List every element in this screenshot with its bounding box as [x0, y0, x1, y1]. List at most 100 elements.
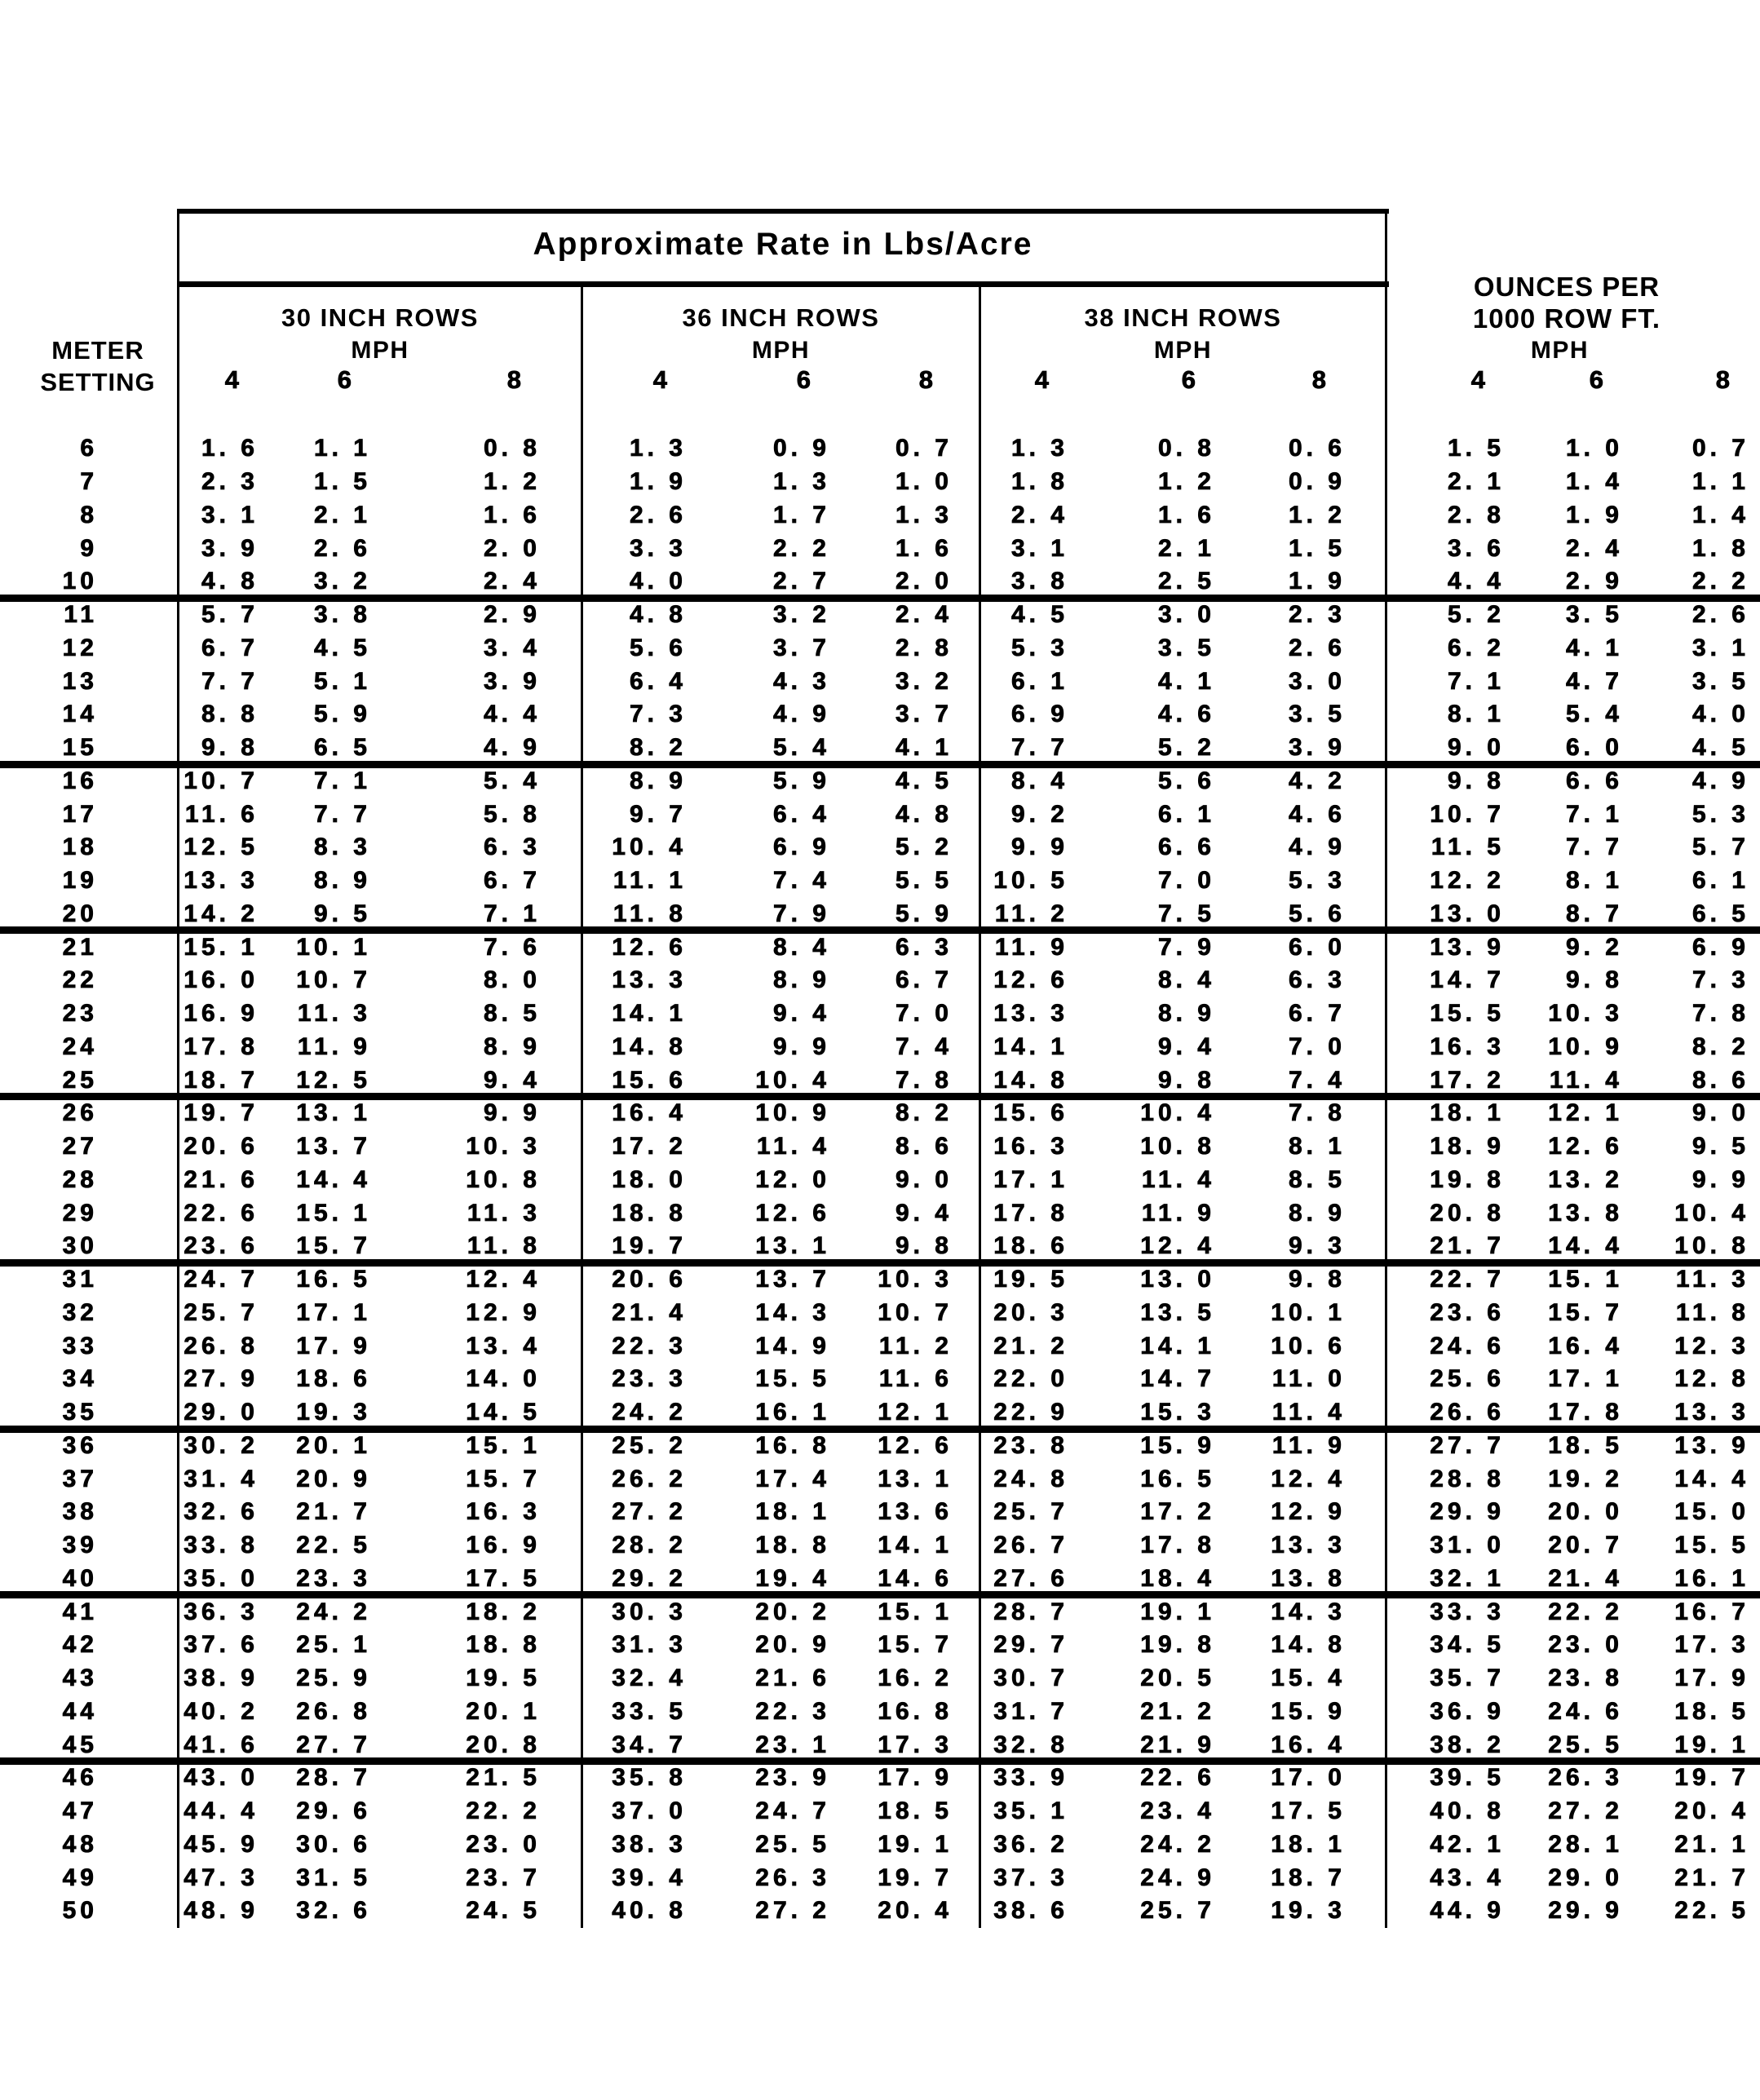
rate-cell: 5. 6 [1157, 767, 1215, 794]
rate-cell: 22. 0 [993, 1365, 1068, 1393]
rate-cell: 3. 8 [1010, 568, 1068, 595]
rate-cell: 31. 7 [993, 1697, 1068, 1725]
rate-cell: 11. 5 [1431, 833, 1505, 861]
rate-cell: 17. 3 [878, 1731, 953, 1758]
rate-cell: 3. 7 [895, 701, 953, 728]
meter-setting-cell: 23 [62, 1000, 98, 1028]
rate-cell: 1. 9 [1288, 568, 1346, 595]
rate-cell: 7. 8 [1288, 1099, 1346, 1127]
rate-cell: 0. 8 [483, 435, 541, 462]
table-row: 32 25. 7 17. 1 12. 9 21. 4 14. 3 10. 7 20. 3 13.… [0, 1297, 1760, 1330]
rate-cell: 3. 2 [895, 667, 953, 695]
thick-separator-line [0, 760, 1760, 768]
meter-setting-cell: 37 [62, 1465, 98, 1492]
table-row: 9 3. 9 2. 6 2. 0 3. 3 2. 2 1. 6 3. 1 2. 1 1. 5 3. … [0, 532, 1760, 565]
rate-cell: 2. 2 [1691, 568, 1749, 595]
rate-cell: 8. 5 [483, 1000, 541, 1028]
rate-cell: 2. 0 [895, 568, 953, 595]
thick-separator-line [0, 1093, 1760, 1100]
rate-cell: 24. 2 [296, 1598, 371, 1625]
rate-cell: 10. 1 [296, 933, 371, 961]
rate-cell: 9. 8 [1447, 767, 1505, 794]
meter-setting-cell: 26 [62, 1099, 98, 1127]
rate-cell: 14. 1 [878, 1532, 953, 1559]
rate-cell: 30. 6 [296, 1830, 371, 1858]
rate-cell: 6. 5 [1691, 900, 1749, 927]
rate-cell: 7. 5 [1157, 900, 1215, 927]
table-title: Approximate Rate in Lbs/Acre [533, 227, 1033, 262]
rate-cell: 26. 8 [296, 1697, 371, 1725]
rate-cell: 8. 9 [313, 867, 371, 895]
speed-header-6-mph: 6 [1589, 365, 1605, 395]
rate-cell: 32. 1 [1430, 1564, 1505, 1592]
rate-cell: 23. 7 [466, 1863, 541, 1891]
rate-cell: 7. 3 [1691, 966, 1749, 994]
rate-cell: 2. 4 [1565, 534, 1623, 562]
rate-cell: 29. 9 [1548, 1897, 1623, 1925]
thick-separator-line [0, 926, 1760, 935]
rate-cell: 26. 6 [1430, 1399, 1505, 1426]
rate-cell: 10. 4 [612, 833, 687, 861]
rate-cell: 36. 9 [1430, 1697, 1505, 1725]
rate-cell: 25. 7 [1140, 1897, 1215, 1925]
meter-setting-cell: 35 [62, 1399, 98, 1426]
rate-cell: 14. 4 [1548, 1232, 1623, 1260]
table-row: 34 27. 9 18. 6 14. 0 23. 3 15. 5 11. 6 22. 0 14.… [0, 1363, 1760, 1396]
rate-cell: 18. 0 [612, 1165, 687, 1193]
rate-cell: 11. 9 [994, 933, 1068, 961]
rate-cell: 48. 9 [184, 1897, 259, 1925]
rate-cell: 24. 2 [1140, 1830, 1215, 1858]
rate-cell: 13. 4 [466, 1332, 541, 1359]
rate-cell: 5. 6 [1288, 900, 1346, 927]
meter-setting-cell: 46 [62, 1764, 98, 1792]
rate-cell: 4. 8 [201, 568, 259, 595]
table-row: 38 32. 6 21. 7 16. 3 27. 2 18. 1 13. 6 25. 7 17.… [0, 1496, 1760, 1529]
rate-cell: 9. 4 [1157, 1032, 1215, 1060]
rate-cell: 4. 9 [1691, 767, 1749, 794]
rate-cell: 8. 4 [1010, 767, 1068, 794]
rate-cell: 40. 8 [612, 1897, 687, 1925]
rate-cell: 14. 8 [612, 1032, 687, 1060]
rate-cell: 9. 3 [1288, 1232, 1346, 1260]
rate-cell: 22. 7 [1430, 1266, 1505, 1293]
rate-cell: 17. 5 [1271, 1797, 1346, 1825]
rate-cell: 4. 8 [895, 800, 953, 828]
rate-cell: 8. 3 [313, 833, 371, 861]
rate-cell: 8. 9 [772, 966, 830, 994]
rate-cell: 7. 9 [1157, 933, 1215, 961]
rate-cell: 9. 5 [313, 900, 371, 927]
rate-cell: 11. 1 [612, 867, 687, 895]
rate-cell: 16. 1 [1674, 1564, 1749, 1592]
meter-setting-cell: 22 [62, 966, 98, 994]
rate-cell: 10. 8 [1674, 1232, 1749, 1260]
rate-cell: 7. 6 [483, 933, 541, 961]
rate-cell: 12. 6 [993, 966, 1068, 994]
rate-cell: 15. 1 [466, 1431, 541, 1459]
rate-cell: 7. 1 [483, 900, 541, 927]
meter-setting-cell: 29 [62, 1199, 98, 1227]
rate-cell: 9. 0 [1447, 734, 1505, 762]
rate-cell: 1. 3 [1010, 435, 1068, 462]
rate-cell: 7. 8 [895, 1066, 953, 1094]
rate-cell: 35. 8 [612, 1764, 687, 1792]
meter-setting-cell: 48 [62, 1830, 98, 1858]
rate-cell: 4. 5 [313, 634, 371, 661]
rate-cell: 1. 3 [629, 435, 687, 462]
rate-cell: 9. 0 [1691, 1099, 1749, 1127]
group-header-38-inch-rows: 38 INCH ROWS [1084, 303, 1282, 332]
rate-cell: 20. 7 [1548, 1532, 1623, 1559]
rate-cell: 5. 4 [1565, 701, 1623, 728]
rate-cell: 6. 4 [629, 667, 687, 695]
table-row: 19 13. 3 8. 9 6. 7 11. 1 7. 4 5. 5 10. 5 7. 0 5. … [0, 864, 1760, 898]
meter-setting-cell: 12 [62, 634, 98, 661]
rate-cell: 14. 3 [1271, 1598, 1346, 1625]
rate-cell: 10. 1 [1271, 1298, 1346, 1326]
rate-cell: 0. 8 [1157, 435, 1215, 462]
rate-cell: 23. 8 [993, 1431, 1068, 1459]
table-row: 8 3. 1 2. 1 1. 6 2. 6 1. 7 1. 3 2. 4 1. 6 1. 2 2. … [0, 499, 1760, 533]
rate-cell: 4. 1 [895, 734, 953, 762]
rate-cell: 40. 8 [1430, 1797, 1505, 1825]
rate-cell: 3. 4 [483, 634, 541, 661]
meter-setting-cell: 34 [62, 1365, 98, 1393]
rate-cell: 4. 0 [1691, 701, 1749, 728]
